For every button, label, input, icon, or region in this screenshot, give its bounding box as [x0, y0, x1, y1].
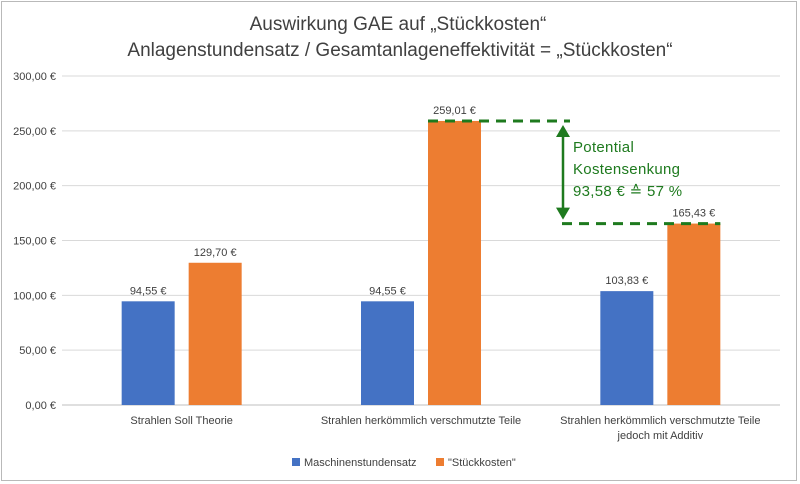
bar	[428, 120, 481, 406]
data-label: 103,83 €	[605, 275, 648, 287]
legend: Maschinenstundensatz "Stückkosten"	[292, 457, 516, 469]
bar	[600, 291, 654, 405]
data-label: 165,43 €	[672, 208, 715, 220]
arrow-head-up	[556, 124, 570, 137]
x-axis: Strahlen Soll Theorie Strahlen herkömmlic…	[130, 415, 760, 442]
arrow-head-down	[556, 207, 570, 220]
chart-title-line2: Anlagenstundensatz / Gesamtanlageneffekt…	[127, 40, 672, 61]
x-category-label: jedoch mit Additiv	[617, 430, 704, 442]
bar	[121, 301, 175, 405]
x-category-label: Strahlen herkömmlich verschmutzte Teile	[321, 415, 521, 427]
y-tick-label: 100,00 €	[13, 290, 56, 302]
y-tick-label: 200,00 €	[13, 181, 56, 193]
data-label: 94,55 €	[130, 285, 167, 297]
data-label: 129,70 €	[194, 247, 237, 259]
x-category-label: Strahlen herkömmlich verschmutzte Teile	[560, 415, 760, 427]
chart-title-line1: Auswirkung GAE auf „Stückkosten“	[250, 14, 547, 35]
x-category-label: Strahlen Soll Theorie	[130, 415, 233, 427]
annotation-text: Potential	[573, 139, 634, 156]
y-tick-label: 250,00 €	[13, 126, 56, 138]
bar	[361, 301, 414, 405]
y-tick-label: 50,00 €	[19, 345, 56, 357]
legend-swatch	[292, 458, 300, 466]
legend-swatch	[436, 458, 444, 466]
y-axis: 0,00 € 50,00 € 100,00 € 150,00 € 200,00 € 250…	[13, 71, 56, 412]
data-label: 259,01 €	[433, 105, 476, 117]
y-tick-label: 0,00 €	[25, 400, 56, 412]
potential-annotation: Potential Kostensenkung 93,58 € ≙ 57 %	[428, 119, 721, 226]
gridlines	[62, 75, 780, 406]
bars: 94,55 € 129,70 € 94,55 € 259,01 € 103,83 € 16…	[121, 105, 721, 406]
y-tick-label: 300,00 €	[13, 71, 56, 83]
annotation-text: Kostensenkung	[573, 161, 680, 178]
bar	[667, 223, 721, 405]
annotation-text: 93,58 € ≙ 57 %	[573, 183, 682, 200]
bar	[188, 262, 242, 405]
legend-label: "Stückkosten"	[448, 457, 516, 469]
data-label: 94,55 €	[369, 285, 406, 297]
legend-label: Maschinenstundensatz	[304, 457, 417, 469]
y-tick-label: 150,00 €	[13, 236, 56, 248]
